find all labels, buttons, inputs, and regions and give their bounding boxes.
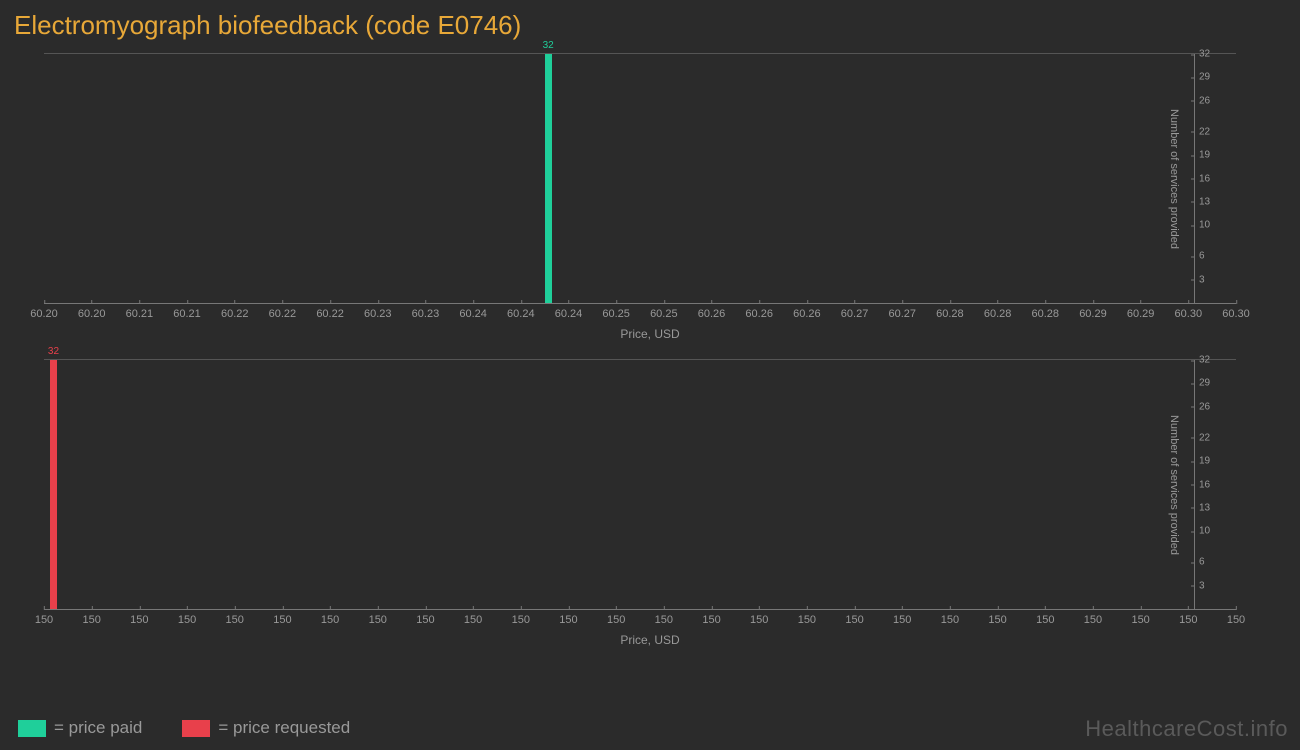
chart-price-requested: Number of services provided 3 6 10 13 16 19 22… (14, 359, 1286, 647)
x-axis-top: 60.2060.2060.2160.2160.2260.2260.2260.23… (44, 303, 1236, 325)
x-tick: 60.23 (364, 304, 392, 320)
x-tick: 150 (178, 610, 196, 626)
x-tick: 150 (226, 610, 244, 626)
x-tick: 150 (702, 610, 720, 626)
x-axis-label-bottom: Price, USD (14, 633, 1286, 647)
x-tick: 60.28 (984, 304, 1012, 320)
y-tick: 26 (1199, 95, 1210, 106)
y-tick: 16 (1199, 173, 1210, 184)
y-axis-label-top: Number of services provided (1168, 108, 1180, 248)
x-tick: 150 (941, 610, 959, 626)
x-tick: 60.23 (412, 304, 440, 320)
x-tick: 60.22 (316, 304, 344, 320)
legend-swatch-paid (18, 720, 46, 737)
x-tick: 150 (369, 610, 387, 626)
x-tick: 60.24 (555, 304, 583, 320)
y-tick: 22 (1199, 432, 1210, 443)
x-tick: 150 (1227, 610, 1245, 626)
legend-label-requested: = price requested (218, 718, 350, 738)
x-tick: 60.26 (745, 304, 773, 320)
watermark: HealthcareCost.info (1085, 716, 1288, 742)
plot-area-top: Number of services provided 3 6 10 13 16 19 22… (44, 53, 1236, 303)
x-tick: 150 (130, 610, 148, 626)
y-tick: 13 (1199, 196, 1210, 207)
x-tick: 60.20 (78, 304, 106, 320)
y-tick: 19 (1199, 456, 1210, 467)
x-tick: 150 (750, 610, 768, 626)
y-tick: 22 (1199, 126, 1210, 137)
bar: 32 (50, 360, 57, 609)
bar: 32 (545, 54, 552, 303)
x-tick: 60.25 (602, 304, 630, 320)
y-tick: 10 (1199, 220, 1210, 231)
x-tick: 150 (988, 610, 1006, 626)
x-tick: 150 (82, 610, 100, 626)
y-tick: 6 (1199, 557, 1205, 568)
x-tick: 150 (321, 610, 339, 626)
x-tick: 150 (798, 610, 816, 626)
x-tick: 150 (1179, 610, 1197, 626)
x-tick: 60.29 (1079, 304, 1107, 320)
x-axis-bottom: 150 150 150 150 150 150 150 150 150 150 150 150 150 1… (44, 609, 1236, 631)
x-tick: 150 (559, 610, 577, 626)
y-tick: 16 (1199, 479, 1210, 490)
x-tick: 60.30 (1222, 304, 1250, 320)
y-tick: 32 (1199, 49, 1210, 60)
x-tick: 150 (1036, 610, 1054, 626)
y-tick: 3 (1199, 580, 1205, 591)
chart-price-paid: Number of services provided 3 6 10 13 16 19 22… (14, 53, 1286, 341)
x-tick: 60.24 (459, 304, 487, 320)
x-tick: 60.20 (30, 304, 58, 320)
y-tick: 13 (1199, 502, 1210, 513)
legend-swatch-requested (182, 720, 210, 737)
x-tick: 60.29 (1127, 304, 1155, 320)
y-axis-bottom: Number of services provided 361013161922… (1194, 360, 1236, 609)
y-tick: 32 (1199, 355, 1210, 366)
bar-value-label: 32 (543, 40, 554, 51)
legend-label-paid: = price paid (54, 718, 142, 738)
x-tick: 150 (35, 610, 53, 626)
x-tick: 150 (607, 610, 625, 626)
x-axis-label-top: Price, USD (14, 327, 1286, 341)
x-tick: 150 (273, 610, 291, 626)
x-tick: 150 (512, 610, 530, 626)
x-tick: 60.22 (221, 304, 249, 320)
legend-item-requested: = price requested (182, 718, 350, 738)
x-tick: 60.27 (841, 304, 869, 320)
y-tick: 29 (1199, 72, 1210, 83)
bar-value-label: 32 (48, 346, 59, 357)
y-tick: 19 (1199, 150, 1210, 161)
x-tick: 60.28 (936, 304, 964, 320)
x-tick: 60.21 (173, 304, 201, 320)
x-tick: 150 (1084, 610, 1102, 626)
legend: = price paid = price requested (18, 718, 350, 738)
x-tick: 150 (655, 610, 673, 626)
x-tick: 150 (1131, 610, 1149, 626)
x-tick: 60.26 (793, 304, 821, 320)
x-tick: 60.25 (650, 304, 678, 320)
chart-title: Electromyograph biofeedback (code E0746) (0, 0, 1300, 45)
x-tick: 60.30 (1175, 304, 1203, 320)
plot-area-bottom: Number of services provided 3 6 10 13 16 19 22… (44, 359, 1236, 609)
x-tick: 150 (893, 610, 911, 626)
x-tick: 60.21 (126, 304, 154, 320)
x-tick: 60.28 (1032, 304, 1060, 320)
x-tick: 150 (416, 610, 434, 626)
x-tick: 60.24 (507, 304, 535, 320)
x-tick: 150 (845, 610, 863, 626)
y-tick: 6 (1199, 251, 1205, 262)
x-tick: 60.26 (698, 304, 726, 320)
y-tick: 26 (1199, 401, 1210, 412)
y-tick: 10 (1199, 526, 1210, 537)
y-tick: 29 (1199, 378, 1210, 389)
legend-item-paid: = price paid (18, 718, 142, 738)
x-tick: 60.27 (888, 304, 916, 320)
y-axis-label-bottom: Number of services provided (1168, 414, 1180, 554)
y-tick: 3 (1199, 274, 1205, 285)
x-tick: 150 (464, 610, 482, 626)
y-axis-top: Number of services provided 361013161922… (1194, 54, 1236, 303)
x-tick: 60.22 (269, 304, 297, 320)
